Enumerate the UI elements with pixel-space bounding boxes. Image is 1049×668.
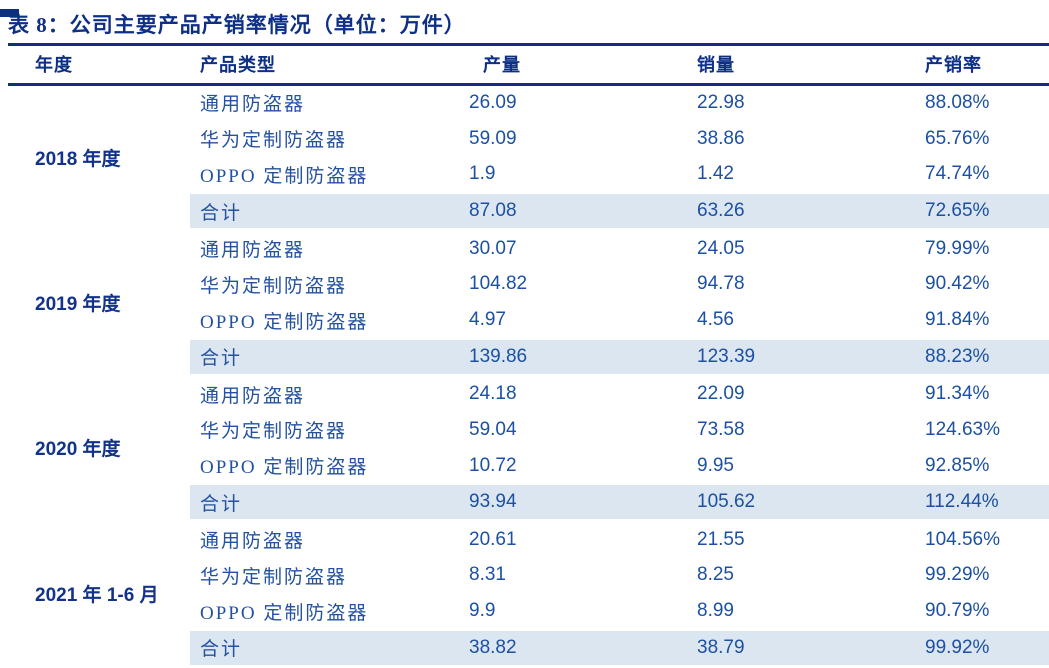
- sales-cell: 123.39: [685, 337, 913, 377]
- ratio-cell: 88.23%: [913, 337, 1049, 377]
- production-cell: 26.09: [469, 91, 517, 113]
- production-sales-table: 年度 产品类型 产量 销量 产销率 2018 年度 通用防盗器 26.09 22…: [8, 46, 1049, 668]
- sales-cell: 24.05: [697, 237, 745, 259]
- table-row: 华为定制防盗器 59.04 73.58 124.63%: [8, 412, 1049, 448]
- sales-cell: 38.86: [697, 127, 745, 149]
- production-cell: 59.09: [469, 127, 517, 149]
- production-cell: 139.86: [455, 337, 685, 377]
- table-row: OPPO 定制防盗器 1.9 1.42 74.74%: [8, 157, 1049, 193]
- sales-cell: 38.79: [685, 628, 913, 668]
- product-cell: OPPO 定制防盗器: [200, 165, 369, 187]
- product-cell: OPPO 定制防盗器: [200, 311, 369, 333]
- col-header-production: 产量: [455, 46, 685, 86]
- ratio-cell: 72.65%: [913, 192, 1049, 232]
- report-table-page: 表 8：公司主要产品产销率情况（单位：万件） 年度 产品类型 产量 销量 产销率…: [0, 9, 1049, 668]
- sales-cell: 63.26: [685, 192, 913, 232]
- ratio-cell: 112.44%: [913, 483, 1049, 523]
- production-cell: 93.94: [455, 483, 685, 523]
- header-row: 年度 产品类型 产量 销量 产销率: [8, 46, 1049, 86]
- sales-cell: 8.25: [697, 564, 734, 586]
- ratio-cell: 124.63%: [925, 418, 1001, 440]
- total-label-cell: 合计: [190, 337, 455, 377]
- sales-cell: 21.55: [697, 528, 745, 550]
- production-cell: 20.61: [469, 528, 517, 550]
- ratio-cell: 90.42%: [925, 273, 990, 295]
- production-cell: 4.97: [469, 309, 506, 331]
- table-row: OPPO 定制防盗器 9.9 8.99 90.79%: [8, 593, 1049, 629]
- production-cell: 104.82: [469, 273, 528, 295]
- table-row: OPPO 定制防盗器 4.97 4.56 91.84%: [8, 302, 1049, 338]
- table-row: 华为定制防盗器 8.31 8.25 99.29%: [8, 557, 1049, 593]
- table-row: 华为定制防盗器 104.82 94.78 90.42%: [8, 266, 1049, 302]
- year-cell-2018: 2018 年度: [8, 84, 190, 230]
- ratio-cell: 104.56%: [925, 528, 1001, 550]
- total-row: 合计 93.94 105.62 112.44%: [8, 483, 1049, 523]
- ratio-cell: 99.29%: [925, 564, 990, 586]
- product-cell: 通用防盗器: [200, 385, 306, 407]
- sales-cell: 9.95: [697, 454, 734, 476]
- product-cell: 通用防盗器: [200, 240, 306, 261]
- total-row: 合计 139.86 123.39 88.23%: [8, 337, 1049, 377]
- col-header-ratio: 产销率: [913, 46, 1049, 86]
- product-cell: 华为定制防盗器: [200, 566, 348, 588]
- product-cell: 华为定制防盗器: [200, 275, 348, 297]
- sales-cell: 94.78: [697, 273, 745, 295]
- total-row: 合计 87.08 63.26 72.65%: [8, 192, 1049, 232]
- product-cell: 华为定制防盗器: [200, 130, 348, 152]
- year-cell-2019: 2019 年度: [8, 229, 190, 376]
- production-cell: 9.9: [469, 600, 496, 622]
- product-cell: OPPO 定制防盗器: [200, 602, 369, 624]
- total-label-cell: 合计: [190, 192, 455, 232]
- production-cell: 87.08: [455, 192, 685, 232]
- production-cell: 1.9: [469, 163, 496, 185]
- sales-cell: 22.09: [697, 383, 745, 405]
- table-header: 年度 产品类型 产量 销量 产销率: [8, 46, 1049, 86]
- sales-cell: 8.99: [697, 600, 734, 622]
- table-row: OPPO 定制防盗器 10.72 9.95 92.85%: [8, 448, 1049, 484]
- ratio-cell: 90.79%: [925, 600, 990, 622]
- production-cell: 8.31: [469, 564, 506, 586]
- table-title: 表 8：公司主要产品产销率情况（单位：万件）: [8, 9, 1049, 46]
- year-cell-2020: 2020 年度: [8, 375, 190, 521]
- product-cell: OPPO 定制防盗器: [200, 457, 369, 479]
- table-row: 2021 年 1-6 月 通用防盗器 20.61 21.55 104.56%: [8, 520, 1049, 667]
- sales-cell: 73.58: [697, 418, 745, 440]
- sales-cell: 22.98: [697, 91, 745, 113]
- ratio-cell: 65.76%: [925, 127, 990, 149]
- col-header-sales: 销量: [685, 46, 913, 86]
- product-cell: 华为定制防盗器: [200, 421, 348, 443]
- ratio-cell: 91.34%: [925, 383, 990, 405]
- ratio-cell: 88.08%: [925, 91, 990, 113]
- ratio-cell: 92.85%: [925, 454, 990, 476]
- ratio-cell: 99.92%: [913, 628, 1049, 668]
- sales-cell: 105.62: [685, 483, 913, 523]
- ratio-cell: 91.84%: [925, 309, 990, 331]
- year-cell-2021h1: 2021 年 1-6 月: [8, 520, 190, 667]
- product-cell: 通用防盗器: [200, 531, 306, 553]
- total-row: 合计 38.82 38.79 99.92%: [8, 628, 1049, 668]
- ratio-cell: 74.74%: [925, 163, 990, 185]
- page-corner-mark: [0, 9, 19, 17]
- col-header-product: 产品类型: [190, 46, 455, 86]
- production-cell: 38.82: [455, 628, 685, 668]
- production-cell: 24.18: [469, 383, 517, 405]
- sales-cell: 1.42: [697, 163, 734, 185]
- production-cell: 59.04: [469, 418, 517, 440]
- col-header-year: 年度: [8, 46, 190, 86]
- product-cell: 通用防盗器: [200, 94, 306, 116]
- table-row: 华为定制防盗器 59.09 38.86 65.76%: [8, 120, 1049, 156]
- total-label-cell: 合计: [190, 628, 455, 668]
- production-cell: 30.07: [469, 237, 517, 259]
- total-label-cell: 合计: [190, 483, 455, 523]
- table-row: 2019 年度 通用防盗器 30.07 24.05 79.99%: [8, 229, 1049, 376]
- sales-cell: 4.56: [697, 309, 734, 331]
- table-row: 2020 年度 通用防盗器 24.18 22.09 91.34%: [8, 375, 1049, 521]
- ratio-cell: 79.99%: [925, 237, 990, 259]
- production-cell: 10.72: [469, 454, 517, 476]
- table-row: 2018 年度 通用防盗器 26.09 22.98 88.08%: [8, 84, 1049, 230]
